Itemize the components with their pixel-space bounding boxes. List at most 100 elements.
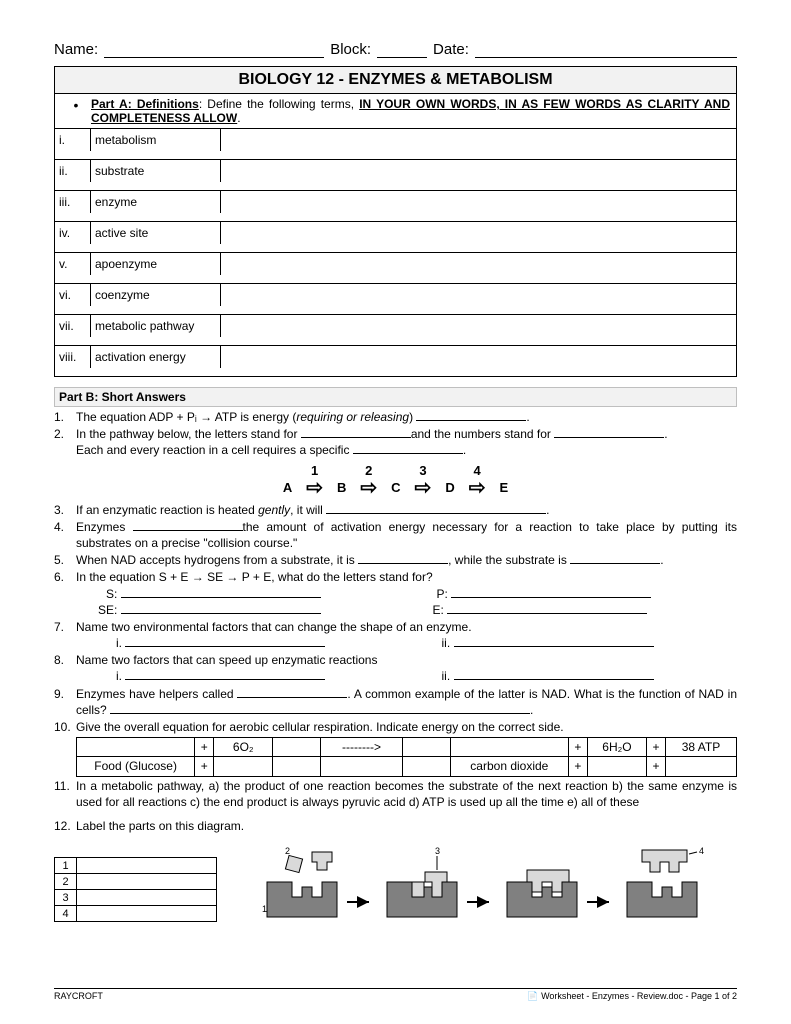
q2-blank2[interactable]: [554, 426, 664, 438]
parta-term: apoenzyme: [91, 253, 221, 275]
parta-term: substrate: [91, 160, 221, 182]
parta-term: active site: [91, 222, 221, 244]
resp-cell: carbon dioxide: [450, 757, 568, 776]
parta-row: i.metabolism: [54, 129, 737, 160]
footer-right: 📄 Worksheet - Enzymes - Review.doc - Pag…: [527, 991, 737, 1002]
enzyme-svg: 1 2 3 4: [237, 842, 737, 922]
q12: 12. Label the parts on this diagram.: [54, 818, 737, 834]
svg-text:2: 2: [285, 846, 290, 856]
diagram-label-table: 1 2 3 4: [54, 857, 217, 922]
footer-left: RAYCROFT: [54, 991, 103, 1002]
q7-i[interactable]: [125, 635, 325, 647]
q2-blank3[interactable]: [353, 442, 463, 454]
parta-answer[interactable]: [221, 284, 736, 314]
parta-num: v.: [55, 253, 91, 275]
q7-ii[interactable]: [454, 635, 654, 647]
q4-blank[interactable]: [133, 519, 243, 531]
parta-answer[interactable]: [221, 129, 736, 159]
resp-cell[interactable]: [273, 757, 320, 776]
parta-table: i.metabolismii.substrateiii.enzymeiv.act…: [54, 129, 737, 377]
q2: 2. In the pathway below, the letters sta…: [54, 426, 737, 458]
resp-cell: 6H₂O: [587, 738, 646, 757]
q10: 10. Give the overall equation for aerobi…: [54, 719, 737, 777]
parta-num: viii.: [55, 346, 91, 368]
q9-blank1[interactable]: [237, 686, 347, 698]
q5-blank2[interactable]: [570, 552, 660, 564]
block-field[interactable]: [377, 40, 427, 58]
page-footer: RAYCROFT 📄 Worksheet - Enzymes - Review.…: [54, 988, 737, 1002]
parta-row: ii.substrate: [54, 160, 737, 191]
parta-row: vi.coenzyme: [54, 284, 737, 315]
date-field[interactable]: [475, 40, 737, 58]
parta-term: activation energy: [91, 346, 221, 368]
parta-instr-prefix: Part A: Definitions: [91, 97, 199, 111]
resp-cell: +: [647, 757, 666, 776]
parta-num: iv.: [55, 222, 91, 244]
parta-term: coenzyme: [91, 284, 221, 306]
q6: 6. In the equation S + E → SE → P + E, w…: [54, 569, 737, 618]
resp-cell: 38 ATP: [665, 738, 736, 757]
diagram-label-2[interactable]: [77, 874, 217, 890]
parta-term: metabolic pathway: [91, 315, 221, 337]
q6-p[interactable]: [451, 586, 651, 598]
pathway-diagram: A 1⇨ B 2⇨ C 3⇨ D 4⇨ E: [54, 463, 737, 498]
resp-cell[interactable]: [403, 757, 450, 776]
q8-ii[interactable]: [454, 668, 654, 680]
resp-cell: +: [568, 738, 587, 757]
name-field[interactable]: [104, 40, 324, 58]
header-row: Name: Block: Date:: [54, 40, 737, 58]
resp-cell[interactable]: [77, 738, 195, 757]
worksheet-title: BIOLOGY 12 - ENZYMES & METABOLISM: [54, 66, 737, 94]
q11: 11. In a metabolic pathway, a) the produ…: [54, 778, 737, 810]
parta-row: v.apoenzyme: [54, 253, 737, 284]
resp-cell[interactable]: [320, 757, 403, 776]
resp-cell: 6O₂: [214, 738, 273, 757]
resp-cell[interactable]: [273, 738, 320, 757]
parta-answer[interactable]: [221, 346, 736, 376]
respiration-table: +6O₂-------->+6H₂O+38 ATP Food (Glucose)…: [76, 737, 737, 776]
parta-answer[interactable]: [221, 315, 736, 345]
parta-num: vii.: [55, 315, 91, 337]
resp-cell[interactable]: [450, 738, 568, 757]
diagram-label-3[interactable]: [77, 890, 217, 906]
resp-cell: +: [195, 738, 214, 757]
parta-answer[interactable]: [221, 191, 736, 221]
parta-answer[interactable]: [221, 160, 736, 190]
svg-text:4: 4: [699, 846, 704, 856]
date-label: Date:: [433, 41, 469, 58]
svg-text:1: 1: [262, 904, 267, 914]
parta-num: iii.: [55, 191, 91, 213]
diagram-label-4[interactable]: [77, 906, 217, 922]
q6-e[interactable]: [447, 602, 647, 614]
q7: 7. Name two environmental factors that c…: [54, 619, 737, 651]
parta-answer[interactable]: [221, 222, 736, 252]
partb-header: Part B: Short Answers: [54, 387, 737, 407]
q9-blank2[interactable]: [110, 702, 530, 714]
resp-cell[interactable]: [214, 757, 273, 776]
resp-cell[interactable]: [403, 738, 450, 757]
parta-row: iv.active site: [54, 222, 737, 253]
q5: 5. When NAD accepts hydrogens from a sub…: [54, 552, 737, 568]
q6-se[interactable]: [121, 602, 321, 614]
parta-num: vi.: [55, 284, 91, 306]
q5-blank1[interactable]: [358, 552, 448, 564]
resp-cell: +: [568, 757, 587, 776]
q8-i[interactable]: [125, 668, 325, 680]
name-label: Name:: [54, 41, 98, 58]
q2-blank1[interactable]: [301, 426, 411, 438]
parta-instructions: • Part A: Definitions: Define the follow…: [54, 94, 737, 129]
q6-s[interactable]: [121, 586, 321, 598]
parta-term: metabolism: [91, 129, 221, 151]
diagram-label-1[interactable]: [77, 858, 217, 874]
q3-blank[interactable]: [326, 502, 546, 514]
parta-answer[interactable]: [221, 253, 736, 283]
q9: 9. Enzymes have helpers called . A commo…: [54, 686, 737, 718]
resp-cell[interactable]: [665, 757, 736, 776]
resp-cell[interactable]: [587, 757, 646, 776]
resp-cell: -------->: [320, 738, 403, 757]
parta-row: viii.activation energy: [54, 346, 737, 377]
enzyme-diagram-area: 1 2 3 4 1 2 3: [54, 842, 737, 922]
q1-blank[interactable]: [416, 409, 526, 421]
parta-num: i.: [55, 129, 91, 151]
partb-questions: 1. The equation ADP + Pᵢ → ATP is energy…: [54, 409, 737, 922]
